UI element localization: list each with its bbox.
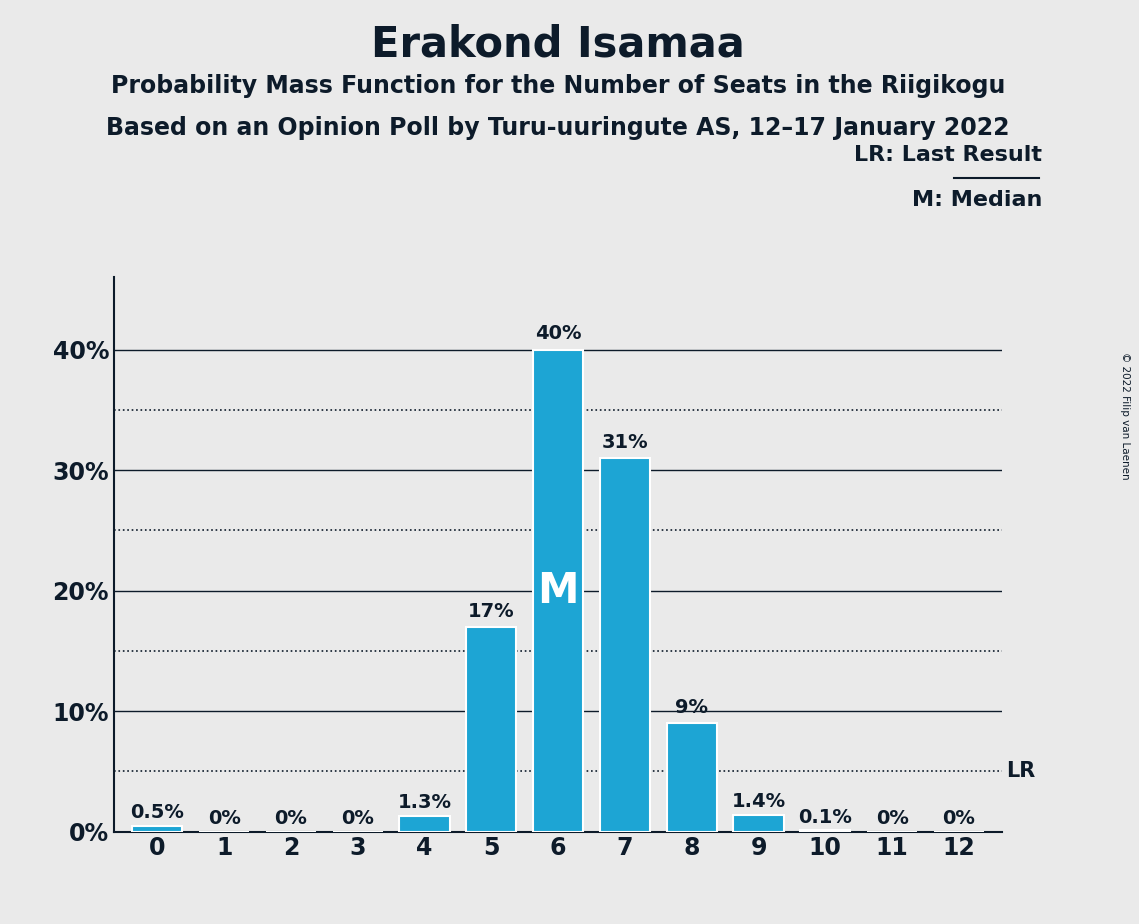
- Bar: [734, 815, 784, 832]
- Text: © 2022 Filip van Laenen: © 2022 Filip van Laenen: [1121, 352, 1130, 480]
- Text: 0%: 0%: [207, 809, 240, 828]
- Text: 1.3%: 1.3%: [398, 794, 451, 812]
- Text: Based on an Opinion Poll by Turu-uuringute AS, 12–17 January 2022: Based on an Opinion Poll by Turu-uuringu…: [106, 116, 1010, 140]
- Bar: [600, 458, 650, 832]
- Text: 0.5%: 0.5%: [130, 803, 185, 822]
- Bar: [666, 723, 716, 832]
- Text: Probability Mass Function for the Number of Seats in the Riigikogu: Probability Mass Function for the Number…: [110, 74, 1006, 98]
- Text: 9%: 9%: [675, 699, 708, 717]
- Text: 17%: 17%: [468, 602, 515, 621]
- Bar: [400, 816, 450, 832]
- Text: 0%: 0%: [274, 809, 308, 828]
- Text: M: M: [538, 569, 579, 612]
- Text: LR: LR: [1006, 761, 1035, 782]
- Text: 1.4%: 1.4%: [731, 792, 786, 811]
- Text: 40%: 40%: [535, 324, 581, 344]
- Text: 0%: 0%: [942, 809, 975, 828]
- Text: 0%: 0%: [342, 809, 374, 828]
- Bar: [533, 349, 583, 832]
- Text: 0.1%: 0.1%: [798, 808, 852, 827]
- Text: 0%: 0%: [876, 809, 909, 828]
- Text: LR: Last Result: LR: Last Result: [854, 145, 1042, 165]
- Bar: [801, 831, 851, 832]
- Text: 31%: 31%: [601, 433, 648, 452]
- Bar: [132, 825, 182, 832]
- Text: Erakond Isamaa: Erakond Isamaa: [371, 23, 745, 65]
- Text: M: Median: M: Median: [912, 189, 1042, 210]
- Bar: [466, 626, 516, 832]
